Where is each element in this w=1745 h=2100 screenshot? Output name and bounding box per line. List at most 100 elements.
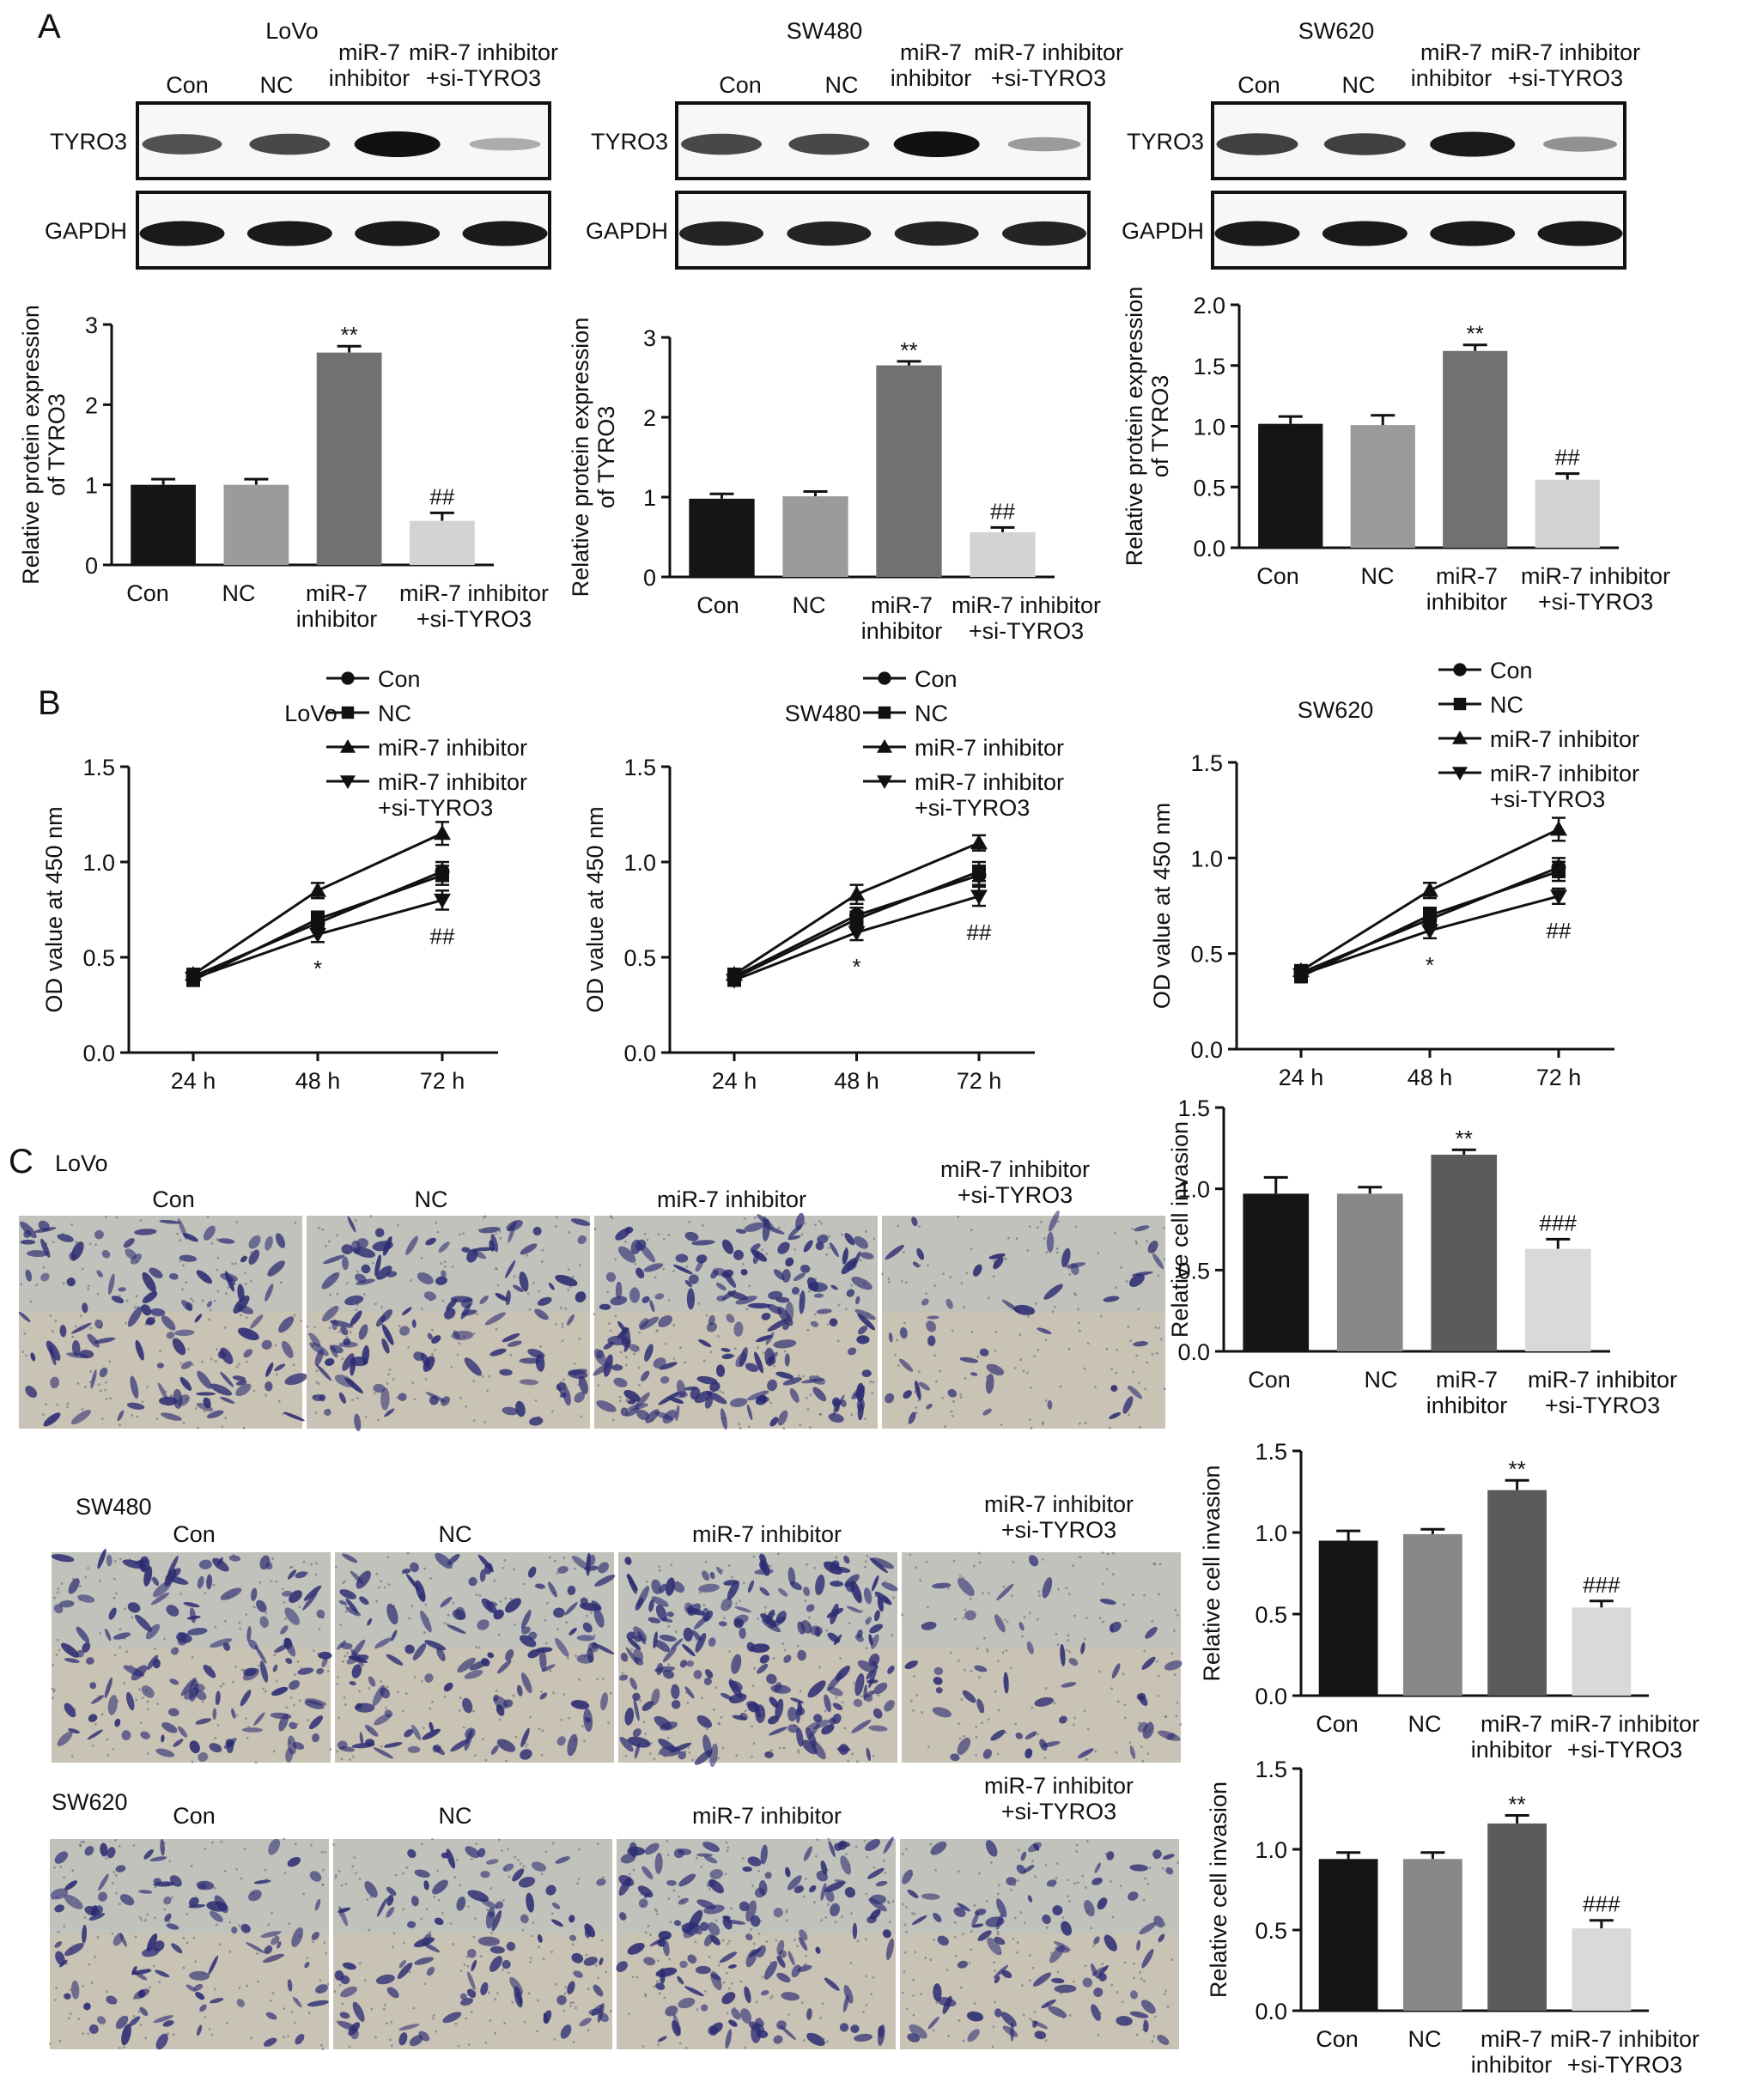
- membrane-pore: [1085, 1840, 1089, 1843]
- stained-cell: [96, 1270, 103, 1278]
- stained-cell: [66, 1277, 76, 1287]
- stained-cell: [803, 1846, 812, 1861]
- membrane-pore: [982, 1592, 985, 1594]
- stained-cell: [691, 1630, 702, 1642]
- membrane-pore: [118, 1294, 121, 1297]
- stained-cell: [708, 1314, 715, 1326]
- stained-cell: [791, 1286, 800, 1295]
- membrane-pore: [21, 1350, 25, 1354]
- membrane-pore: [482, 1375, 484, 1378]
- significance-label: **: [1509, 1456, 1526, 1482]
- membrane-pore: [513, 1568, 516, 1571]
- stained-cell: [107, 1273, 115, 1296]
- membrane-pore: [568, 1717, 571, 1720]
- membrane-pore: [1019, 1358, 1023, 1362]
- stained-cell: [830, 1603, 839, 1625]
- membrane-pore: [793, 1248, 796, 1251]
- membrane-pore: [634, 1262, 637, 1265]
- stained-cell: [830, 1581, 844, 1587]
- stained-cell: [994, 2008, 1002, 2018]
- stained-cell: [491, 1909, 502, 1932]
- membrane-pore: [294, 1842, 297, 1846]
- invasion-image-label: miR-7 inhibitor: [692, 1521, 842, 1547]
- membrane-pore: [655, 1330, 658, 1332]
- membrane-pore: [223, 1326, 227, 1329]
- bar: [1350, 425, 1415, 548]
- invasion-image-label: miR-7 inhibitor: [692, 1803, 842, 1829]
- stained-cell: [412, 1642, 427, 1661]
- stained-cell: [281, 1590, 293, 1597]
- stained-cell: [480, 1982, 489, 1996]
- stained-cell: [645, 1409, 660, 1423]
- stained-cell: [1153, 1915, 1164, 1928]
- membrane-pore: [1041, 1423, 1044, 1425]
- stained-cell: [994, 1936, 1006, 1945]
- membrane-pore: [605, 1970, 608, 1974]
- membrane-pore: [58, 1648, 61, 1652]
- membrane-pore: [245, 1717, 247, 1720]
- membrane-pore: [903, 1321, 906, 1325]
- stained-cell: [591, 1600, 602, 1611]
- membrane-pore: [137, 2010, 141, 2013]
- stained-cell: [30, 1352, 36, 1362]
- stained-cell: [745, 1363, 759, 1372]
- stained-cell: [790, 1697, 804, 1704]
- stained-cell: [927, 1315, 939, 1320]
- membrane-pore: [687, 1746, 690, 1750]
- stained-cell: [345, 1606, 362, 1617]
- stained-cell: [911, 1217, 918, 1227]
- stained-cell: [759, 1654, 769, 1664]
- stained-cell: [641, 1866, 654, 1879]
- membrane-pore: [872, 1754, 875, 1757]
- membrane-pore: [179, 1592, 183, 1595]
- stained-cell: [825, 1890, 835, 1903]
- membrane-pore: [429, 1707, 432, 1710]
- membrane-pore: [953, 1935, 957, 1939]
- stained-cell: [570, 1218, 591, 1226]
- stained-cell: [756, 1395, 769, 1403]
- membrane-pore: [339, 1624, 342, 1626]
- membrane-pore: [730, 1907, 733, 1910]
- significance-label: ###: [1583, 1891, 1620, 1917]
- significance-label: *: [1426, 952, 1434, 978]
- membrane-pore: [105, 1398, 108, 1400]
- membrane-pore: [843, 1727, 847, 1730]
- stained-cell: [625, 1407, 640, 1417]
- stained-cell: [962, 1690, 976, 1703]
- stained-cell: [703, 1677, 712, 1685]
- stained-cell: [719, 1951, 738, 1963]
- stained-cell: [505, 1290, 511, 1305]
- membrane-pore: [201, 1360, 204, 1363]
- membrane-pore: [334, 1873, 337, 1877]
- membrane-pore: [315, 1381, 319, 1384]
- membrane-pore: [79, 1585, 82, 1587]
- y-tick-label: 0.0: [1193, 536, 1225, 561]
- stained-cell: [735, 1296, 757, 1305]
- membrane-pore: [358, 1690, 362, 1693]
- stained-cell: [766, 1673, 777, 1684]
- membrane-pore: [761, 1248, 763, 1252]
- stained-cell: [338, 1392, 346, 1404]
- membrane-pore: [411, 1381, 414, 1385]
- membrane-pore: [271, 1557, 275, 1560]
- membrane-pore: [413, 1398, 416, 1401]
- membrane-pore: [1097, 2033, 1100, 2036]
- invasion-image-label: Con: [173, 1803, 216, 1829]
- stained-cell: [926, 1403, 933, 1410]
- membrane-pore: [1101, 1582, 1104, 1586]
- stained-cell: [778, 1587, 788, 1597]
- stained-cell: [123, 1238, 135, 1248]
- stained-cell: [740, 2008, 752, 2024]
- membrane-pore: [667, 1663, 671, 1666]
- membrane-pore: [69, 1988, 72, 1992]
- membrane-pore: [819, 1412, 823, 1416]
- stained-cell: [534, 1583, 545, 1589]
- membrane-pore: [609, 1691, 612, 1695]
- membrane-pore: [431, 1329, 434, 1332]
- membrane-pore: [920, 1993, 923, 1996]
- blot-band: [1543, 137, 1617, 152]
- stained-cell: [675, 1405, 680, 1422]
- bar: [1487, 1823, 1547, 2011]
- membrane-pore: [156, 1702, 159, 1706]
- stained-cell: [284, 1607, 300, 1625]
